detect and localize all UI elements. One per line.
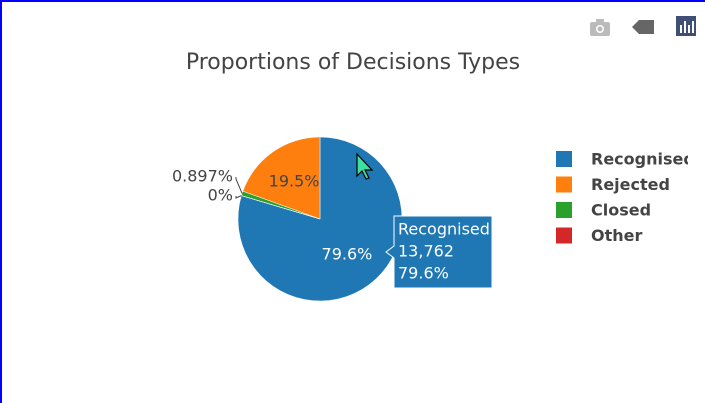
camera-button[interactable] — [590, 19, 610, 36]
leader-line — [235, 195, 242, 199]
legend-swatch — [556, 176, 572, 193]
plotly-logo[interactable] — [676, 16, 696, 36]
cursor — [356, 152, 374, 180]
legend: Recognised Rejected Closed Other — [556, 150, 695, 245]
legend-swatch — [556, 227, 572, 244]
pie-slice — [242, 136, 321, 220]
pie-slice — [237, 136, 403, 302]
pie-slice — [241, 195, 321, 220]
hover-button[interactable] — [632, 20, 654, 34]
leader-line — [235, 177, 243, 194]
legend-label: Other — [591, 226, 642, 245]
slice-label: 0.897% — [172, 167, 233, 186]
tooltip-label: Recognised — [398, 220, 490, 239]
tooltip-percent: 79.6% — [398, 264, 449, 283]
legend-label: Recognised — [591, 150, 695, 169]
pie: 79.6% 19.5% 0.897%0% — [172, 136, 403, 302]
slice-label: 0% — [208, 186, 233, 205]
slice-label: 79.6% — [322, 245, 373, 264]
legend-swatch — [556, 202, 572, 218]
slice-label: 19.5% — [269, 172, 320, 191]
tooltip-box — [385, 215, 493, 289]
legend-label: Rejected — [591, 175, 670, 194]
tooltip-count: 13,762 — [398, 242, 454, 261]
legend-swatch — [556, 151, 572, 167]
legend-label: Closed — [591, 201, 651, 220]
modebar — [590, 16, 696, 36]
chart-title: Proportions of Decisions Types — [186, 50, 520, 75]
tooltip: Recognised 13,762 79.6% — [385, 215, 493, 289]
